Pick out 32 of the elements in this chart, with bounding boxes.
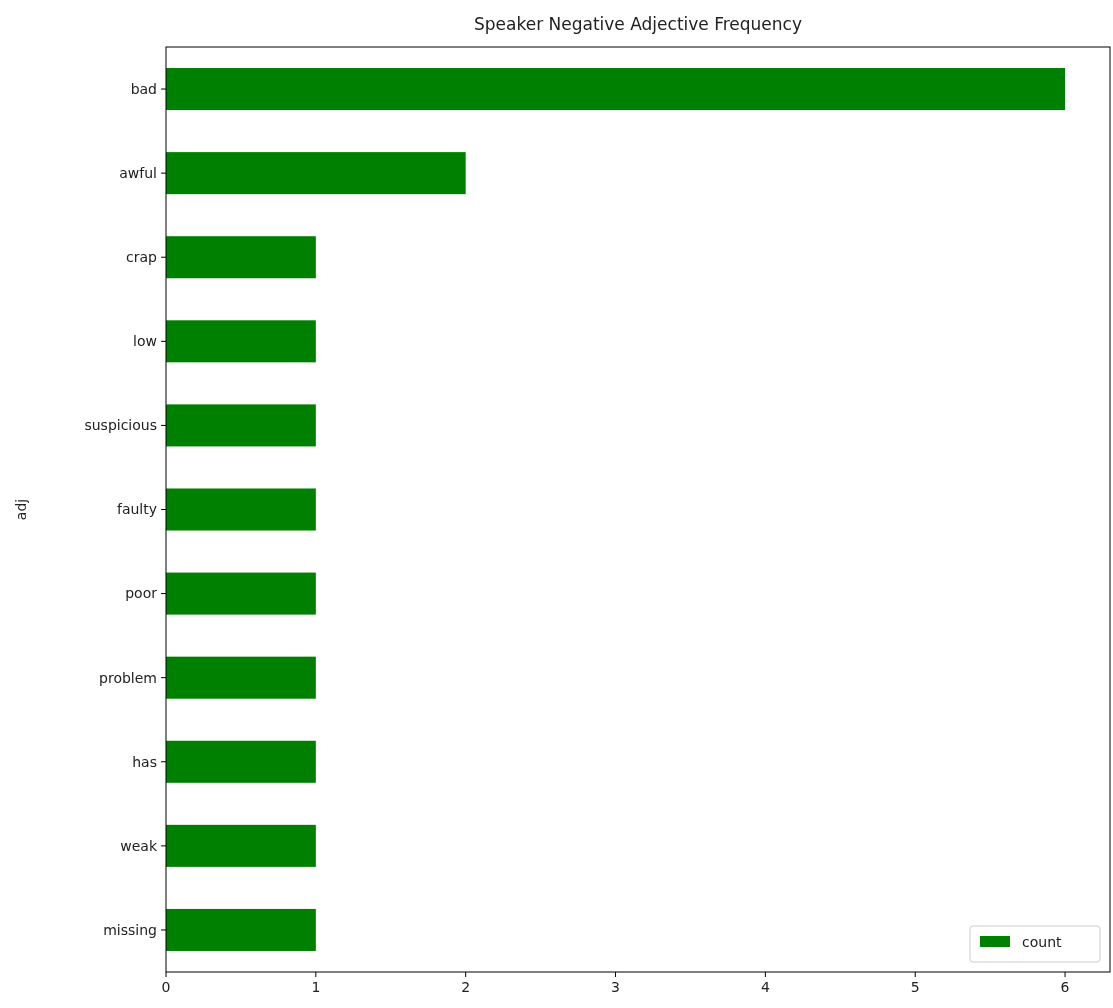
y-tick-label: missing: [103, 921, 157, 938]
bar: [166, 404, 316, 447]
bar: [166, 572, 316, 615]
y-tick-label: crap: [126, 249, 158, 266]
y-tick-label: suspicious: [84, 417, 157, 434]
y-axis-title: adj: [13, 498, 29, 521]
y-tick-label: problem: [99, 669, 157, 686]
chart-title: Speaker Negative Adjective Frequency: [473, 14, 803, 34]
bar: [166, 236, 316, 279]
y-tick-label: low: [133, 333, 157, 350]
x-tick-label: 5: [910, 979, 920, 995]
y-tick-label: has: [132, 753, 157, 770]
legend-label: count: [1022, 933, 1063, 950]
x-tick-label: 2: [461, 979, 471, 995]
x-tick-label: 4: [760, 979, 770, 995]
bar: [166, 656, 316, 699]
x-tick-label: 6: [1060, 979, 1070, 995]
bar: [166, 68, 1066, 111]
y-tick-label: faulty: [116, 501, 157, 518]
y-tick-label: weak: [120, 837, 158, 854]
bar: [166, 824, 316, 867]
x-tick-label: 3: [611, 979, 620, 995]
x-tick-label: 1: [311, 979, 321, 995]
bar: [166, 488, 316, 531]
bar: [166, 740, 316, 783]
bar: [166, 908, 316, 951]
bar: [166, 152, 466, 195]
y-tick-label: poor: [125, 585, 158, 602]
x-tick-label: 0: [161, 979, 171, 995]
y-tick-label: bad: [130, 80, 157, 97]
bar: [166, 320, 316, 363]
y-tick-label: awful: [119, 165, 157, 182]
